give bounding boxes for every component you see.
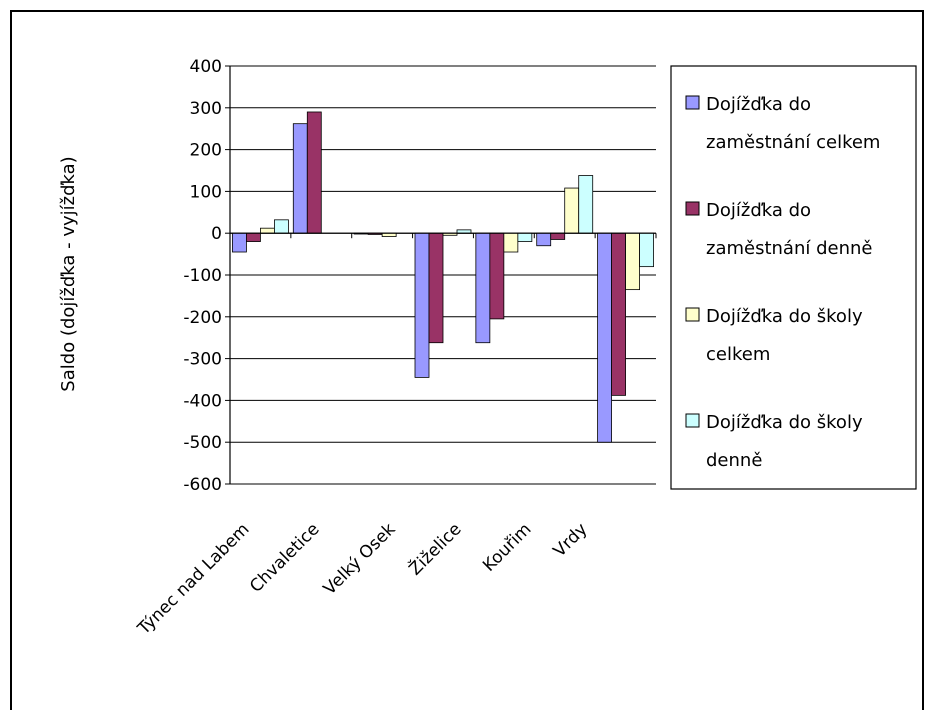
bar [306, 111, 322, 234]
bar [274, 219, 289, 234]
y-tick-label: -300 [183, 350, 222, 370]
category-label: Chvaletice [246, 519, 323, 596]
bar [578, 175, 594, 234]
y-tick-label: 300 [190, 99, 222, 119]
legend-swatch [685, 307, 700, 322]
bar [260, 227, 275, 234]
bar [564, 187, 580, 234]
legend: Dojížďka do zaměstnání celkem Dojížďka do z… [670, 65, 917, 490]
y-tick-label: -500 [183, 433, 222, 453]
axis-layer: 400 300 200 100 0 -100 -200 -300 -400 -500 -600 Týn… [133, 57, 657, 640]
bar [611, 232, 626, 396]
y-tick-label: -600 [183, 475, 222, 495]
legend-entry: Dojížďka do zaměstnání denně [706, 200, 872, 259]
legend-entry-line: Dojížďka do [706, 94, 811, 115]
legend-swatch [685, 95, 700, 110]
chart-frame [10, 10, 924, 710]
legend-entry-line: celkem [706, 344, 770, 365]
bar [292, 123, 308, 234]
legend-swatch [685, 413, 700, 428]
y-axis-label: Saldo (dojížďka - vyjížďka) [58, 156, 79, 391]
bar [232, 232, 247, 253]
legend-box [670, 65, 917, 490]
legend-entry-line: Dojížďka do [706, 200, 811, 221]
y-tick-label: -200 [183, 308, 222, 328]
bar [536, 232, 552, 247]
bar [246, 232, 261, 242]
bars-layer [232, 111, 654, 443]
y-tick-label: -400 [183, 391, 222, 411]
bar [503, 232, 519, 253]
y-tick-label: 400 [190, 57, 222, 77]
y-tick-label: 100 [190, 182, 222, 202]
y-tick-label: 200 [190, 141, 222, 161]
legend-entry-line: Dojížďka do školy [706, 306, 863, 327]
legend-swatch [685, 201, 700, 216]
category-label: Kouřim [479, 519, 535, 575]
bar [489, 232, 505, 320]
bar [517, 232, 533, 242]
y-tick-label: 0 [211, 224, 222, 244]
y-tick-label: -100 [183, 266, 222, 286]
legend-entry-line: denně [706, 450, 762, 471]
legend-entry-line: zaměstnání celkem [706, 132, 880, 153]
bar [428, 232, 444, 344]
category-label: Týnec nad Labem [133, 519, 253, 639]
bar [550, 232, 566, 240]
category-label: Žiželice [404, 518, 466, 580]
legend-entry-line: Dojížďka do školy [706, 412, 863, 433]
bar [639, 232, 654, 268]
bar [625, 232, 640, 291]
bar [597, 232, 612, 443]
legend-entry: Dojížďka do zaměstnání celkem [706, 94, 880, 153]
legend-entry: Dojížďka do školy denně [706, 412, 863, 471]
legend-entry-line: zaměstnání denně [706, 238, 872, 259]
category-label: Vrdy [550, 519, 592, 561]
bar [414, 232, 430, 378]
category-label: Velký Osek [320, 519, 400, 599]
legend-entry: Dojížďka do školy celkem [706, 306, 863, 365]
bar [475, 232, 491, 344]
